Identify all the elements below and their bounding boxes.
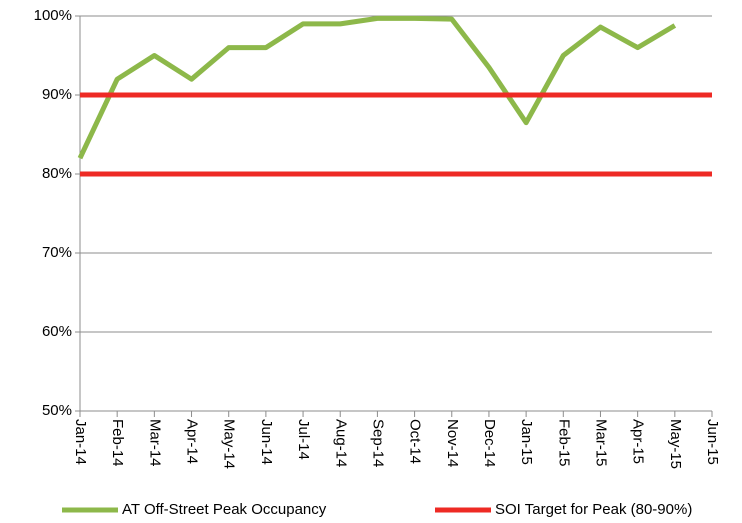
x-tick-label: Mar-15 (593, 419, 610, 467)
x-tick-label: Jan-14 (72, 419, 89, 465)
x-tick-label: May-15 (667, 419, 684, 469)
x-tick-label: Feb-15 (555, 419, 572, 467)
y-tick-label: 80% (42, 165, 72, 182)
x-tick-label: Aug-14 (332, 419, 349, 467)
legend-label: AT Off-Street Peak Occupancy (122, 501, 327, 518)
y-tick-label: 60% (42, 323, 72, 340)
x-tick-label: Apr-15 (630, 419, 647, 464)
series-line (77, 15, 677, 160)
x-tick-label: Feb-14 (109, 419, 126, 467)
x-tick-label: Jan-15 (518, 419, 535, 465)
legend-label: SOI Target for Peak (80-90%) (495, 501, 692, 518)
x-tick-label: Oct-14 (407, 419, 424, 464)
y-tick-label: 70% (42, 244, 72, 261)
x-tick-label: Jun-15 (704, 419, 721, 465)
y-tick-label: 50% (42, 402, 72, 419)
x-tick-label: Jul-14 (295, 419, 312, 460)
x-tick-label: Nov-14 (444, 419, 461, 467)
x-tick-label: Mar-14 (146, 419, 163, 467)
x-tick-label: Jun-14 (258, 419, 275, 465)
x-tick-label: Dec-14 (481, 419, 498, 467)
y-tick-label: 100% (34, 7, 72, 24)
y-tick-label: 90% (42, 86, 72, 103)
x-tick-label: Apr-14 (184, 419, 201, 464)
x-tick-label: Sep-14 (369, 419, 386, 467)
x-tick-label: May-14 (221, 419, 238, 469)
